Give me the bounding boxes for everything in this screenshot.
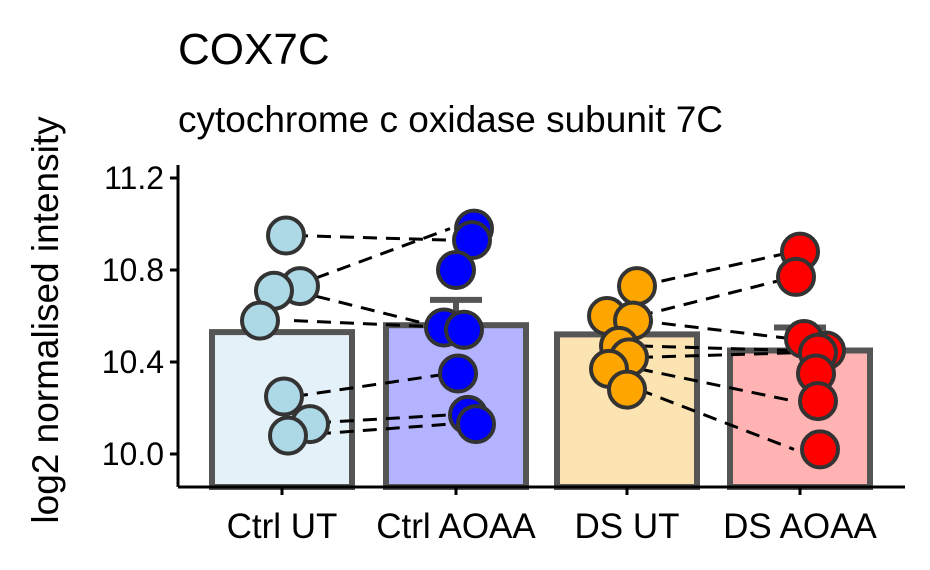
data-point bbox=[456, 404, 496, 445]
y-tick-label: 11.2 bbox=[104, 160, 164, 196]
data-points bbox=[240, 208, 846, 470]
data-point bbox=[438, 353, 478, 394]
x-tick-label: Ctrl AOAA bbox=[376, 507, 536, 546]
pair-line bbox=[293, 372, 451, 398]
y-tick-label: 10.0 bbox=[102, 436, 164, 472]
pair-line bbox=[638, 344, 795, 352]
data-point bbox=[436, 250, 476, 290]
data-point bbox=[798, 381, 838, 422]
data-point bbox=[264, 376, 304, 417]
pair-line bbox=[293, 234, 451, 242]
pair-line bbox=[638, 250, 795, 288]
pair-line bbox=[638, 351, 795, 359]
pair-line bbox=[638, 388, 795, 451]
y-tick-label: 10.4 bbox=[102, 344, 164, 380]
x-tick-label: DS AOAA bbox=[723, 507, 877, 546]
data-point bbox=[800, 429, 840, 470]
data-point bbox=[444, 309, 484, 350]
data-point bbox=[266, 215, 306, 256]
data-point bbox=[776, 256, 816, 297]
axes: 10.0 10.4 10.8 11.2 Ctrl UT Ctrl AOAA DS UT DS … bbox=[102, 160, 905, 546]
data-point bbox=[617, 266, 657, 307]
pair-line bbox=[293, 289, 451, 332]
pair-line bbox=[638, 275, 795, 318]
pair-line bbox=[638, 367, 795, 403]
y-axis-label: log2 normalised intensity bbox=[25, 116, 66, 524]
data-point bbox=[268, 415, 308, 456]
chart-subtitle: cytochrome c oxidase subunit 7C bbox=[178, 99, 723, 140]
data-point bbox=[240, 300, 280, 341]
bars bbox=[209, 296, 873, 491]
x-tick-label: Ctrl UT bbox=[227, 507, 338, 546]
pair-line bbox=[638, 319, 795, 341]
x-tick-label: DS UT bbox=[575, 507, 680, 546]
pair-line bbox=[293, 319, 451, 329]
pair-lines bbox=[293, 227, 795, 451]
data-point bbox=[607, 369, 647, 410]
y-tick-label: 10.8 bbox=[102, 252, 164, 288]
chart-title: COX7C bbox=[178, 25, 330, 74]
pair-line bbox=[293, 227, 451, 288]
